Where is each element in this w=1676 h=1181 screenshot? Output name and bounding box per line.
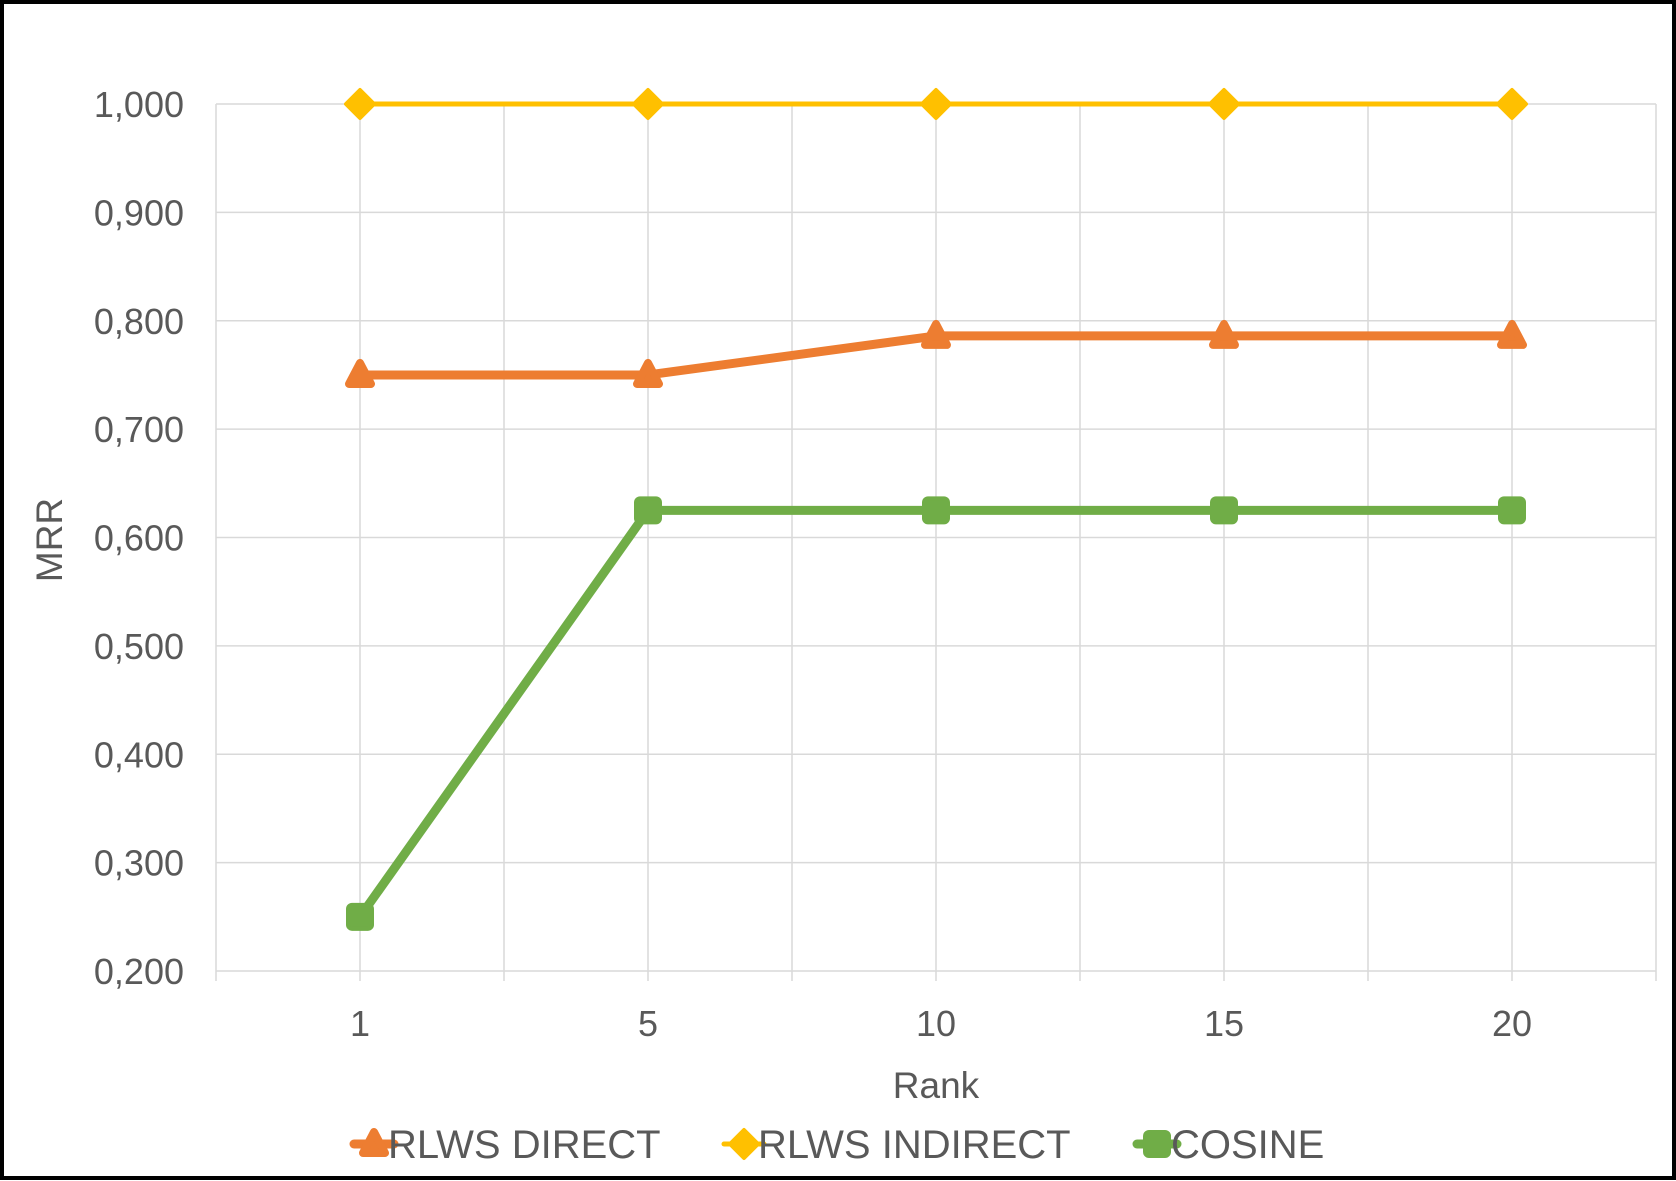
data-point — [1496, 88, 1528, 120]
grid-lines — [215, 103, 1657, 981]
y-tick-label: 0,900 — [94, 192, 184, 233]
data-point — [920, 88, 952, 120]
y-tick-label: 0,800 — [94, 301, 184, 342]
x-tick-label: 20 — [1492, 1003, 1532, 1044]
y-axis-tick-labels: 1,000 0,900 0,800 0,700 0,600 0,500 0,400 0,300… — [94, 84, 184, 992]
data-point — [1209, 319, 1239, 349]
x-tick-label: 15 — [1204, 1003, 1244, 1044]
legend-swatch-marker — [728, 1128, 760, 1160]
data-point — [922, 496, 950, 525]
line-chart: 1,000 0,900 0,800 0,700 0,600 0,500 0,400 0,300… — [29, 84, 1657, 1167]
data-point — [921, 319, 951, 349]
y-tick-label: 1,000 — [94, 84, 184, 125]
data-point — [633, 358, 663, 388]
y-axis-title: MRR — [29, 498, 70, 582]
legend-item: RLWS INDIRECT — [721, 1123, 1071, 1167]
data-point — [1210, 496, 1238, 525]
y-tick-label: 0,300 — [94, 843, 184, 884]
x-tick-label: 5 — [638, 1003, 658, 1044]
y-tick-label: 0,200 — [94, 951, 184, 992]
x-axis-tick-labels: 1 5 10 15 20 — [350, 1003, 1532, 1044]
series-rlws-direct — [345, 319, 1527, 388]
series-cosine — [346, 496, 1526, 931]
legend-label: RLWS INDIRECT — [758, 1123, 1071, 1167]
legend-label: COSINE — [1171, 1123, 1324, 1167]
x-axis-title: Rank — [893, 1065, 980, 1106]
data-point — [1208, 88, 1240, 120]
y-tick-label: 0,600 — [94, 518, 184, 559]
data-point — [346, 902, 374, 931]
data-point — [1498, 496, 1526, 525]
legend-item: RLWS DIRECT — [349, 1123, 661, 1167]
y-tick-label: 0,400 — [94, 734, 184, 775]
legend-item: COSINE — [1132, 1123, 1324, 1167]
legend-swatch-marker — [1143, 1130, 1171, 1158]
series-rlws-indirect — [344, 88, 1528, 120]
data-point — [634, 496, 662, 525]
y-tick-label: 0,500 — [94, 626, 184, 667]
y-tick-label: 0,700 — [94, 409, 184, 450]
x-tick-label: 10 — [916, 1003, 956, 1044]
data-point — [1497, 319, 1527, 349]
series-lines — [344, 88, 1528, 931]
data-point — [632, 88, 664, 120]
data-point — [345, 358, 375, 388]
legend-label: RLWS DIRECT — [388, 1123, 661, 1167]
x-tick-label: 1 — [350, 1003, 370, 1044]
legend: RLWS DIRECT RLWS INDIRECT COSINE — [349, 1123, 1324, 1167]
legend-swatch-marker — [359, 1128, 389, 1157]
data-point — [344, 88, 376, 120]
